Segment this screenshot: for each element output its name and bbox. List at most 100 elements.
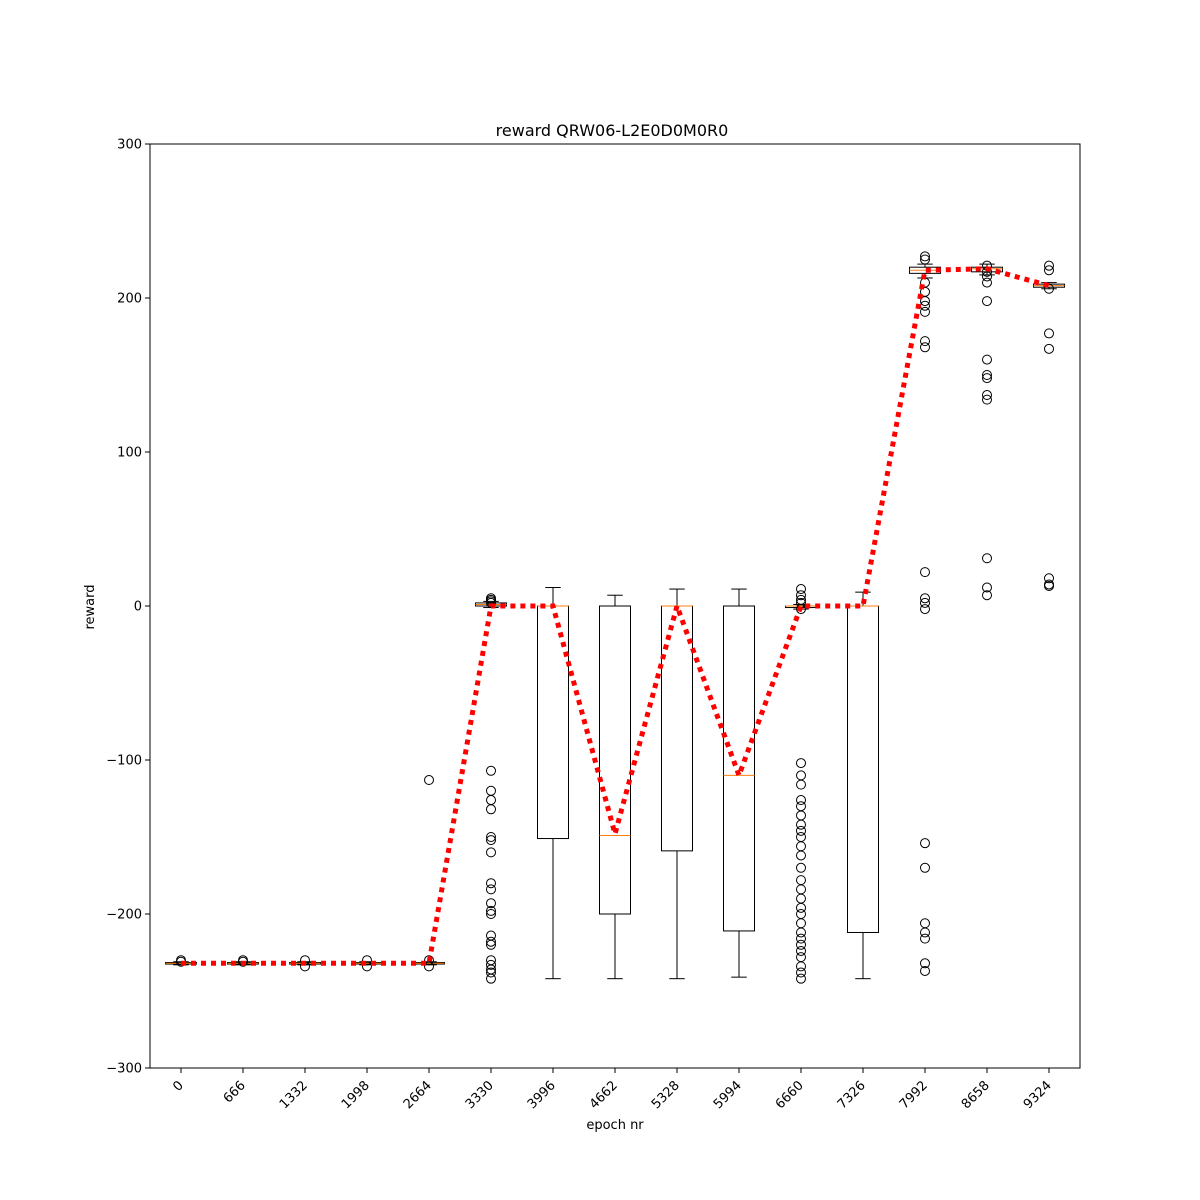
outlier-point (796, 795, 806, 806)
outlier-point (796, 825, 806, 836)
outlier-point (486, 967, 496, 978)
y-tick-label: 100 (117, 446, 142, 461)
x-tick-label: 7992 (897, 1078, 931, 1112)
outlier-point (796, 801, 806, 812)
outlier-point (796, 884, 806, 895)
outlier-point (486, 785, 496, 796)
outlier-point (1044, 265, 1054, 276)
outlier-point (982, 582, 992, 593)
outlier-point (796, 832, 806, 842)
outlier-point (982, 370, 992, 380)
outlier-point (486, 835, 496, 846)
outlier-point (796, 819, 806, 830)
outlier-point (920, 958, 930, 969)
outlier-point (920, 593, 930, 604)
outlier-point (796, 770, 806, 781)
box-7992 (909, 251, 941, 976)
y-tick-label: 0 (134, 600, 142, 615)
outlier-point (920, 306, 930, 317)
outlier-point (486, 593, 496, 604)
outlier-point (920, 604, 930, 615)
outlier-point (796, 584, 806, 595)
outlier-point (486, 765, 496, 776)
outlier-point (796, 927, 806, 938)
outlier-point (920, 838, 930, 849)
chart-title: reward QRW06-L2E0D0M0R0 (496, 121, 729, 140)
outlier-point (920, 918, 930, 929)
outlier-point (796, 961, 806, 972)
outlier-point (486, 959, 496, 970)
outlier-point (982, 277, 992, 288)
outlier-point (486, 804, 496, 815)
box-9324 (1033, 260, 1065, 591)
plot-frame (149, 143, 1081, 1069)
box-5328 (661, 588, 693, 980)
outlier-point (920, 567, 930, 578)
outlier-point (796, 875, 806, 886)
plot-area: −300 −200 −100 0 100 200 300 0 666 1332 1998 2664 33… (106, 138, 1065, 1112)
x-tick-label: 9324 (1021, 1078, 1055, 1112)
outlier-point (362, 955, 372, 966)
outlier-point (796, 590, 806, 601)
outlier-point (982, 271, 992, 282)
x-tick-label: 1998 (339, 1078, 373, 1112)
box-6660 (785, 584, 817, 984)
box-body (847, 605, 879, 933)
x-tick-label: 666 (221, 1078, 249, 1106)
mean-line (181, 266, 1050, 966)
outlier-point (796, 939, 806, 950)
outlier-point (796, 810, 806, 821)
y-tick-label: 300 (117, 138, 142, 153)
outlier-point (982, 553, 992, 564)
y-tick-label: −300 (106, 1062, 142, 1077)
outlier-point (486, 847, 496, 858)
outlier-point (920, 927, 930, 938)
outlier-point (982, 394, 992, 405)
outlier-point (486, 898, 496, 909)
outlier-point (1044, 573, 1054, 584)
outlier-point (1044, 283, 1054, 294)
outlier-point (486, 884, 496, 895)
x-tick-label: 4662 (587, 1078, 621, 1112)
outlier-point (920, 296, 930, 307)
box-4662 (599, 594, 631, 980)
outlier-point (796, 973, 806, 984)
x-tick-label: 3996 (525, 1078, 559, 1112)
box-body (537, 605, 569, 840)
outlier-point (1044, 260, 1054, 271)
outlier-point (920, 862, 930, 873)
outlier-point (796, 952, 806, 963)
x-tick-label: 3330 (463, 1078, 497, 1112)
box-body (599, 605, 631, 915)
outlier-point (424, 961, 434, 972)
outlier-point (1044, 580, 1054, 591)
outlier-point (796, 779, 806, 790)
x-tick-label: 7326 (835, 1078, 869, 1112)
outlier-point (486, 878, 496, 889)
outlier-point (920, 597, 930, 608)
y-tick-label: 200 (117, 292, 142, 307)
box-7326 (847, 591, 879, 980)
y-axis-label: reward (83, 584, 98, 629)
outlier-point (982, 590, 992, 601)
box-3330 (475, 593, 507, 984)
x-tick-label: 0 (170, 1078, 186, 1094)
outlier-point (486, 973, 496, 984)
outlier-point (982, 373, 992, 384)
outlier-point (362, 961, 372, 972)
outlier-point (920, 336, 930, 347)
outlier-point (920, 933, 930, 944)
x-tick-label: 5328 (649, 1078, 683, 1112)
box-body (723, 605, 755, 932)
outlier-point (1044, 328, 1054, 339)
outlier-point (796, 918, 806, 929)
x-tick-label: 2664 (401, 1078, 435, 1112)
x-tick-label: 8658 (959, 1078, 993, 1112)
x-tick-label: 1332 (277, 1078, 311, 1112)
outlier-point (486, 795, 496, 806)
outlier-point (796, 862, 806, 873)
outlier-point (424, 775, 434, 786)
outlier-point (1044, 343, 1054, 354)
box-5994 (723, 588, 755, 978)
